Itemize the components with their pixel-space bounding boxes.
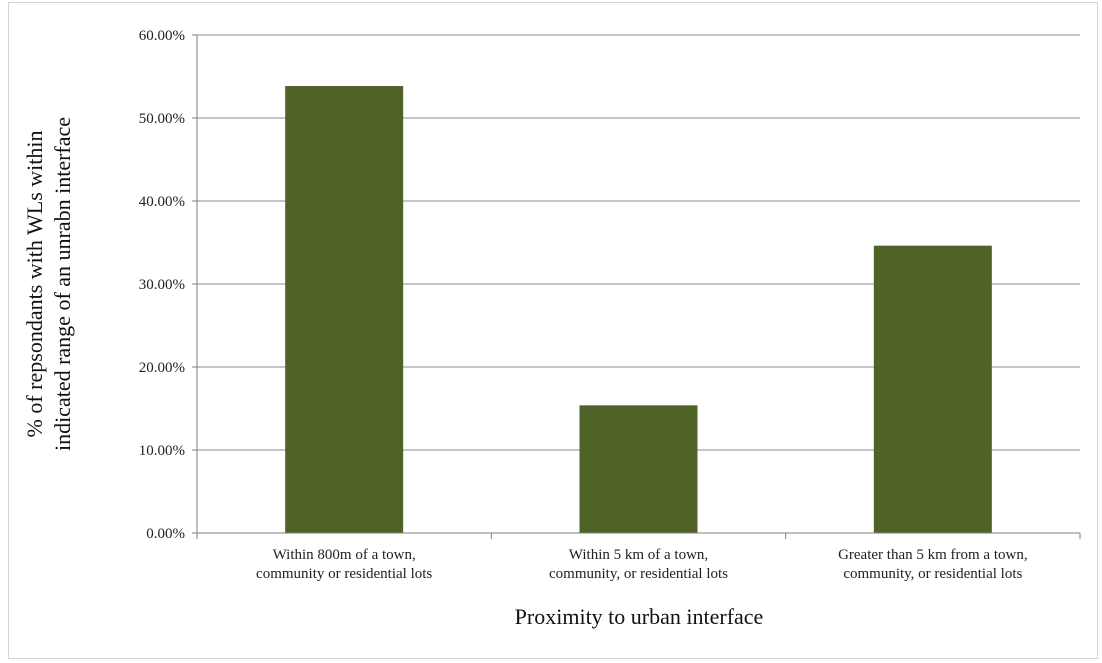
bars	[285, 86, 992, 534]
y-tick-label: 60.00%	[139, 28, 185, 44]
x-category-label: Within 800m of a town,	[273, 547, 416, 563]
y-tick-label: 30.00%	[139, 277, 185, 293]
x-category-label: community, or residential lots	[843, 566, 1022, 582]
x-category-label: community or residential lots	[256, 566, 432, 582]
x-axis-title: Proximity to urban interface	[515, 604, 764, 629]
bar	[579, 405, 698, 533]
x-category-label: Greater than 5 km from a town,	[838, 547, 1028, 563]
y-tick-label: 50.00%	[139, 111, 185, 127]
x-category-labels: Within 800m of a town, community or resid…	[256, 547, 1028, 582]
y-tick-label: 40.00%	[139, 194, 185, 210]
y-tick-labels: 0.00% 10.00% 20.00% 30.00% 40.00% 50.00% 60.00…	[139, 28, 185, 542]
y-axis-title-line: indicated range of an unrabn interface	[50, 117, 75, 451]
y-tick-label: 10.00%	[139, 443, 185, 459]
x-category-label: community, or residential lots	[549, 566, 728, 582]
bar	[285, 86, 404, 534]
x-category-label: Within 5 km of a town,	[569, 547, 708, 563]
y-tick-label: 0.00%	[146, 526, 185, 542]
y-axis-title: % of repsondants with WLs within indicate…	[22, 117, 75, 451]
axes	[192, 34, 1081, 539]
y-tick-label: 20.00%	[139, 360, 185, 376]
bar	[873, 245, 992, 534]
y-axis-title-line: % of repsondants with WLs within	[22, 131, 47, 438]
